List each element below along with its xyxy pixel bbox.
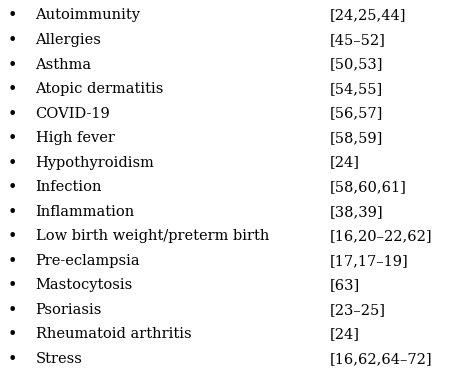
Text: Inflammation: Inflammation: [36, 205, 135, 219]
Text: [24]: [24]: [329, 156, 359, 170]
Text: [56,57]: [56,57]: [329, 107, 383, 121]
Text: •: •: [7, 180, 17, 195]
Text: Mastocytosis: Mastocytosis: [36, 278, 133, 292]
Text: Psoriasis: Psoriasis: [36, 303, 102, 317]
Text: Pre-eclampsia: Pre-eclampsia: [36, 254, 140, 268]
Text: •: •: [7, 254, 17, 269]
Text: •: •: [7, 205, 17, 220]
Text: [63]: [63]: [329, 278, 360, 292]
Text: •: •: [7, 278, 17, 293]
Text: •: •: [7, 229, 17, 244]
Text: Hypothyroidism: Hypothyroidism: [36, 156, 155, 170]
Text: [17,17–19]: [17,17–19]: [329, 254, 408, 268]
Text: High fever: High fever: [36, 131, 114, 145]
Text: Asthma: Asthma: [36, 57, 91, 72]
Text: [16,62,64–72]: [16,62,64–72]: [329, 352, 432, 366]
Text: •: •: [7, 57, 17, 72]
Text: [45–52]: [45–52]: [329, 33, 385, 47]
Text: [24]: [24]: [329, 327, 359, 341]
Text: •: •: [7, 8, 17, 23]
Text: Allergies: Allergies: [36, 33, 101, 47]
Text: COVID-19: COVID-19: [36, 107, 110, 121]
Text: Low birth weight/preterm birth: Low birth weight/preterm birth: [36, 229, 269, 243]
Text: •: •: [7, 303, 17, 318]
Text: [54,55]: [54,55]: [329, 82, 383, 96]
Text: •: •: [7, 131, 17, 146]
Text: [16,20–22,62]: [16,20–22,62]: [329, 229, 432, 243]
Text: Autoimmunity: Autoimmunity: [36, 8, 141, 22]
Text: Infection: Infection: [36, 180, 102, 194]
Text: [23–25]: [23–25]: [329, 303, 385, 317]
Text: [50,53]: [50,53]: [329, 57, 383, 72]
Text: Stress: Stress: [36, 352, 82, 366]
Text: •: •: [7, 327, 17, 342]
Text: •: •: [7, 107, 17, 122]
Text: •: •: [7, 82, 17, 97]
Text: [24,25,44]: [24,25,44]: [329, 8, 406, 22]
Text: •: •: [7, 352, 17, 367]
Text: [58,59]: [58,59]: [329, 131, 383, 145]
Text: [58,60,61]: [58,60,61]: [329, 180, 406, 194]
Text: Atopic dermatitis: Atopic dermatitis: [36, 82, 164, 96]
Text: [38,39]: [38,39]: [329, 205, 383, 219]
Text: •: •: [7, 33, 17, 48]
Text: Rheumatoid arthritis: Rheumatoid arthritis: [36, 327, 191, 341]
Text: •: •: [7, 156, 17, 171]
